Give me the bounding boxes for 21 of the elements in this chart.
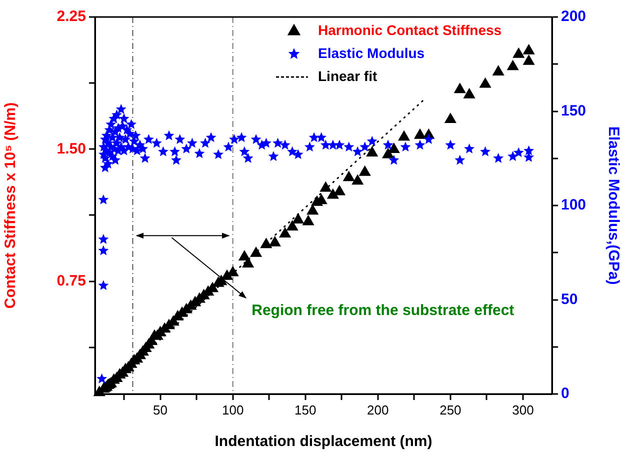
legend-label: Elastic Modulus bbox=[318, 44, 425, 61]
x-tick-label: 200 bbox=[367, 402, 389, 418]
y2-tick-label: 200 bbox=[561, 8, 586, 26]
y2-tick-label: 50 bbox=[561, 290, 578, 308]
y2-axis-title: Elastic Modulus,(GPa) bbox=[604, 126, 622, 285]
x-tick-label: 300 bbox=[512, 402, 534, 418]
legend-label: Harmonic Contact Stiffness bbox=[318, 22, 502, 38]
x-tick-label: 250 bbox=[440, 402, 462, 418]
x-tick-label: 50 bbox=[153, 402, 168, 418]
x-tick-label: 100 bbox=[222, 402, 244, 418]
annotation: Region free from the substrate effect bbox=[252, 302, 514, 320]
y-axis-title: Contact Stiffness x 10⁵ (N/m) bbox=[2, 102, 20, 309]
y2-tick-label: 0 bbox=[561, 385, 570, 402]
y2-tick-label: 150 bbox=[561, 102, 586, 120]
y-tick-label: 2.25 bbox=[56, 8, 86, 26]
y-tick-label: 1.50 bbox=[56, 140, 86, 158]
x-tick-label: 150 bbox=[294, 402, 316, 418]
y-tick-label: 0.75 bbox=[56, 272, 86, 290]
x-axis-title: Indentation displacement (nm) bbox=[214, 433, 432, 450]
y2-tick-label: 100 bbox=[561, 196, 586, 214]
legend-label: Linear fit bbox=[318, 68, 378, 84]
